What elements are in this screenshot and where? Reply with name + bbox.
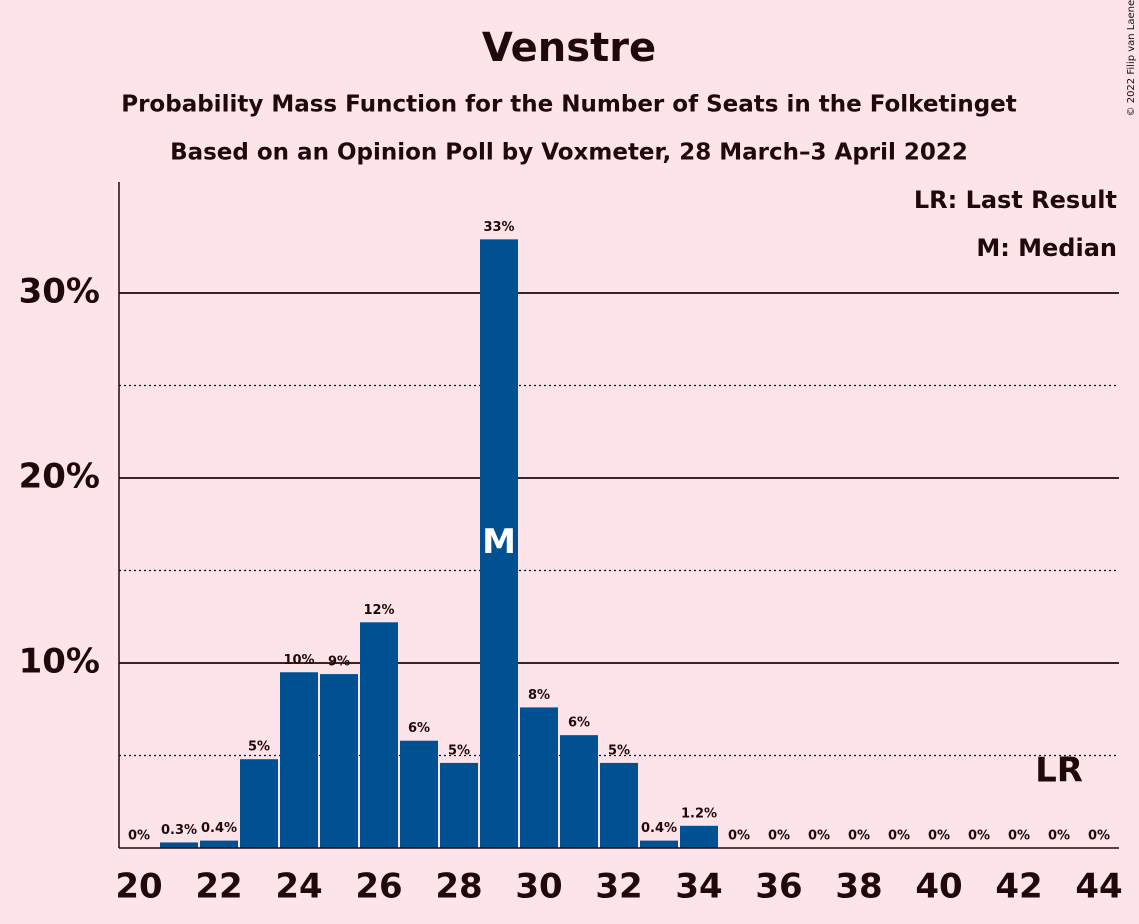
x-tick-label: 20: [115, 867, 162, 907]
legend-entry: M: Median: [976, 234, 1117, 262]
bar: [200, 840, 238, 848]
chart-title: Venstre: [482, 25, 656, 71]
value-label: 0%: [1088, 829, 1110, 844]
bar: [320, 674, 358, 848]
x-tick-label: 24: [275, 867, 322, 907]
value-label: 0.4%: [201, 821, 237, 836]
bar: [240, 759, 278, 848]
bar: [400, 740, 438, 848]
x-tick-label: 44: [1075, 867, 1122, 907]
y-tick-label: 30%: [19, 272, 100, 312]
bar: [480, 239, 518, 849]
bar: [440, 762, 478, 848]
x-tick-label: 34: [675, 867, 722, 907]
value-label: 12%: [363, 603, 394, 618]
bar: [600, 762, 638, 848]
value-label: 8%: [528, 688, 550, 703]
value-label: 0%: [808, 829, 830, 844]
x-tick-label: 28: [435, 867, 482, 907]
value-label: 0%: [888, 829, 910, 844]
value-label: 0.4%: [641, 821, 677, 836]
y-tick-label: 10%: [19, 642, 100, 682]
bar: [680, 825, 718, 848]
median-marker: M: [482, 522, 516, 562]
bar: [560, 735, 598, 848]
value-label: 33%: [483, 220, 514, 235]
value-label: 0%: [128, 829, 150, 844]
last-result-marker: LR: [1035, 751, 1083, 791]
copyright: © 2022 Filip van Laenen: [1126, 0, 1137, 116]
value-label: 0%: [1008, 829, 1030, 844]
x-tick-label: 26: [355, 867, 402, 907]
x-tick-label: 30: [515, 867, 562, 907]
bar: [640, 840, 678, 848]
value-label: 6%: [408, 721, 430, 736]
bar: [360, 622, 398, 848]
value-label: 0%: [928, 829, 950, 844]
value-label: 0.3%: [161, 823, 197, 838]
value-label: 0%: [728, 829, 750, 844]
value-label: 10%: [283, 653, 314, 668]
x-tick-label: 32: [595, 867, 642, 907]
value-label: 0%: [848, 829, 870, 844]
x-tick-label: 42: [995, 867, 1042, 907]
x-tick-label: 40: [915, 867, 962, 907]
value-label: 5%: [608, 743, 630, 758]
subtitle: Probability Mass Function for the Number…: [121, 92, 1017, 118]
bar: [160, 842, 198, 848]
value-label: 0%: [768, 829, 790, 844]
bar: [280, 672, 318, 848]
bar: [520, 707, 558, 848]
subtitle: Based on an Opinion Poll by Voxmeter, 28…: [170, 140, 968, 166]
value-label: 0%: [968, 829, 990, 844]
value-label: 6%: [568, 716, 590, 731]
x-tick-label: 22: [195, 867, 242, 907]
x-tick-label: 38: [835, 867, 882, 907]
legend-entry: LR: Last Result: [914, 186, 1117, 214]
value-label: 5%: [248, 740, 270, 755]
x-tick-label: 36: [755, 867, 802, 907]
value-label: 9%: [328, 655, 350, 670]
value-label: 1.2%: [681, 806, 717, 821]
value-label: 5%: [448, 743, 470, 758]
y-tick-label: 20%: [19, 457, 100, 497]
value-label: 0%: [1048, 829, 1070, 844]
